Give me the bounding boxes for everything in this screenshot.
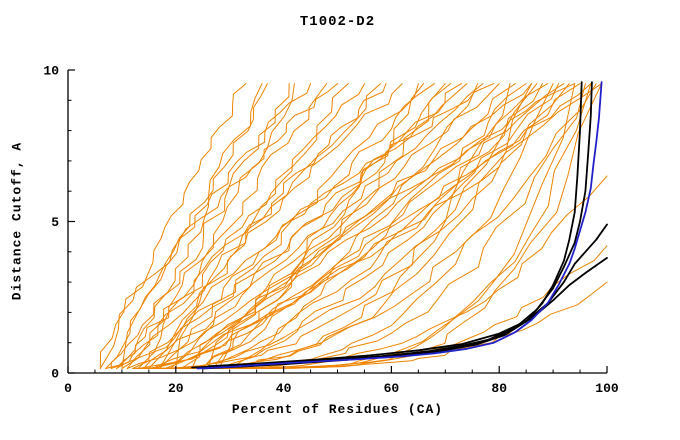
x-tick-label: 0 — [64, 381, 72, 396]
x-tick-label: 100 — [595, 381, 619, 396]
decoy-curve — [132, 83, 419, 369]
decoy-curve — [218, 175, 608, 369]
y-axis-label: Distance Cutoff, A — [9, 141, 25, 301]
decoy-curve — [110, 83, 263, 369]
x-tick-label: 80 — [491, 381, 507, 396]
decoy-curve — [116, 83, 290, 369]
decoy-curve — [148, 83, 446, 369]
decoy-curve — [132, 83, 479, 369]
decoy-curve — [121, 83, 338, 369]
y-tick-label: 10 — [43, 64, 59, 79]
x-tick-label: 40 — [276, 381, 292, 396]
x-tick-label: 20 — [168, 381, 184, 396]
decoy-curve — [137, 83, 581, 369]
decoy-curve — [105, 83, 295, 369]
decoy-curve — [148, 83, 403, 369]
decoy-curve — [175, 83, 387, 369]
decoy-curve — [110, 83, 349, 369]
decoy-curve — [99, 83, 247, 369]
decoy-curve — [169, 83, 468, 369]
blue-model-curve — [196, 81, 603, 370]
decoy-curve — [169, 83, 570, 369]
decoy-curve — [116, 83, 452, 369]
decoy-curve — [126, 83, 516, 369]
decoy-curve — [218, 83, 462, 369]
decoy-curve — [143, 83, 484, 369]
decoy-curve — [191, 83, 586, 369]
chart-title: T1002-D2 — [299, 14, 376, 30]
decoy-curve — [202, 83, 565, 369]
y-tick-label: 5 — [51, 215, 59, 230]
decoy-curve — [180, 83, 500, 369]
decoy-curve — [137, 83, 365, 369]
decoy-curve — [186, 83, 543, 369]
black-model-4-curve — [207, 256, 608, 368]
decoy-curve — [126, 83, 328, 369]
decoy-curve — [229, 83, 527, 369]
decoy-curve — [159, 83, 495, 369]
x-tick-label: 60 — [384, 381, 400, 396]
decoy-curve — [143, 83, 538, 369]
decoy-curve — [223, 83, 559, 369]
decoy-curve — [202, 281, 608, 369]
x-axis-label: Percent of Residues (CA) — [231, 402, 444, 417]
y-tick-label: 0 — [51, 367, 59, 382]
decoy-curve — [99, 83, 312, 369]
decoy-curve — [153, 83, 549, 369]
